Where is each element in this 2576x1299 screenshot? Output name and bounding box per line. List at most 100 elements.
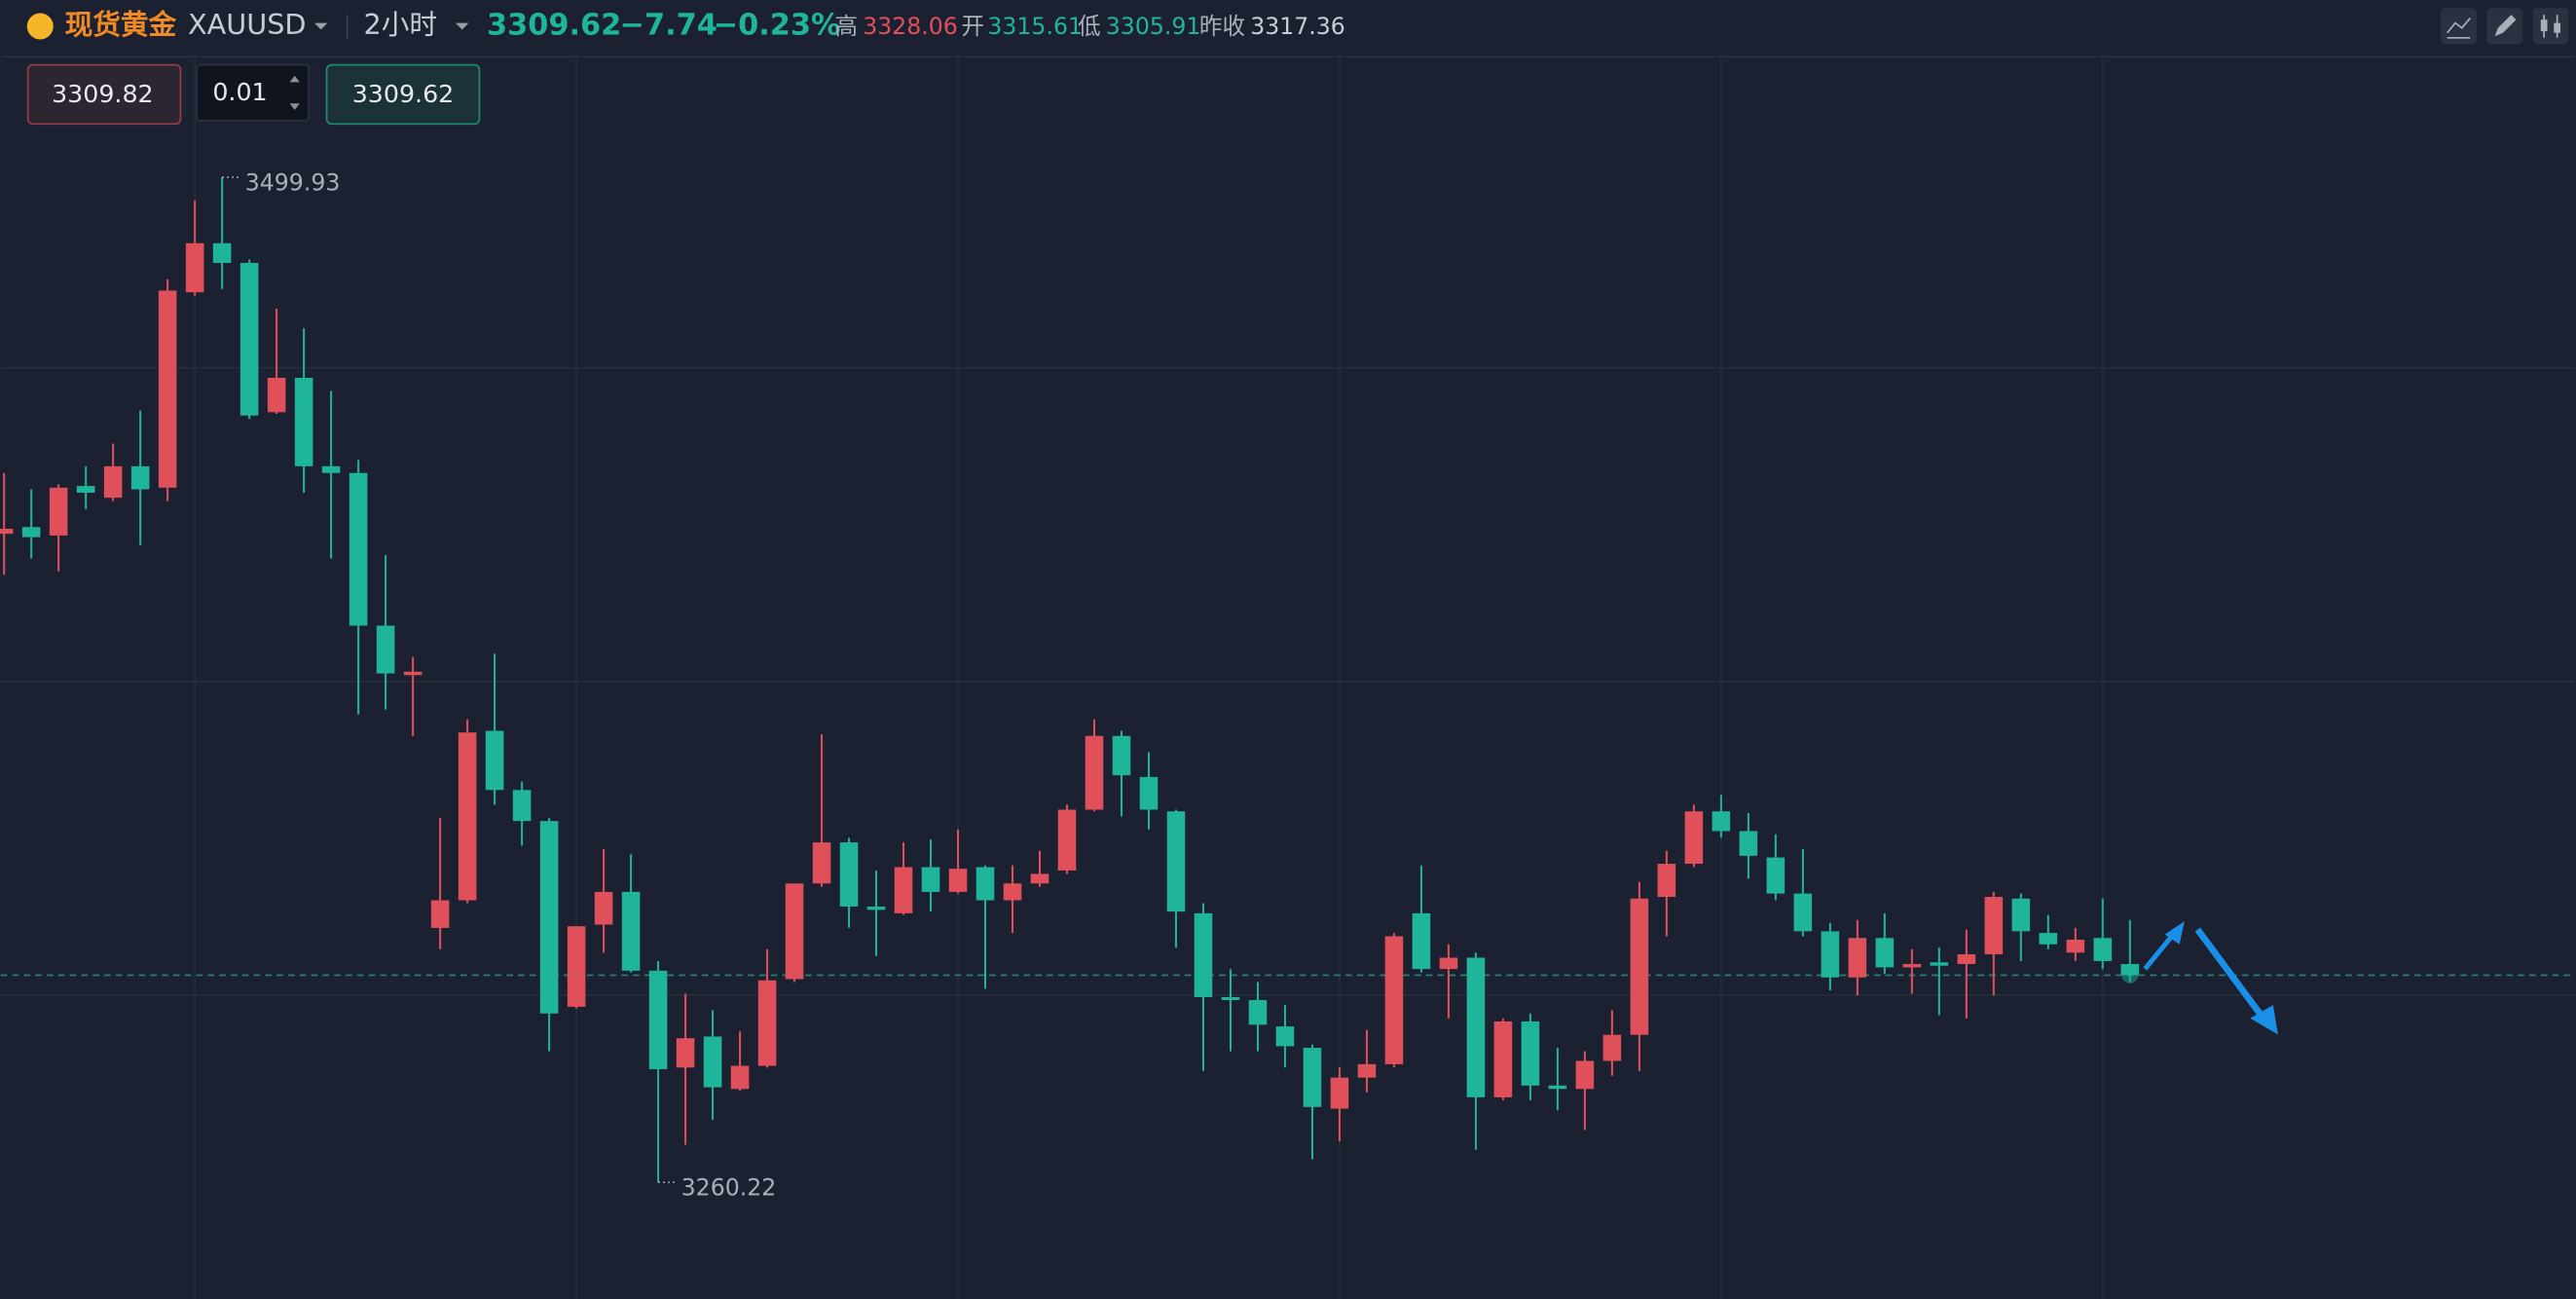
candle-body: [21, 527, 41, 538]
icon: [2447, 18, 2471, 39]
candle-body: [349, 472, 368, 626]
candle-body: [1221, 996, 1240, 1000]
icon: [2554, 22, 2561, 33]
candle-body: [267, 377, 286, 413]
prev-close-label: 昨收: [1199, 13, 1245, 40]
candle-body: [1630, 898, 1649, 1035]
candle-body: [1248, 999, 1268, 1025]
instrument-name[interactable]: 现货黄金: [65, 8, 177, 41]
candle-body: [594, 891, 613, 925]
candle-body: [103, 465, 123, 499]
candle-body: [1493, 1021, 1513, 1097]
candle-body: [1602, 1034, 1622, 1061]
lots: 0.01: [212, 78, 267, 106]
candle-body: [458, 732, 477, 901]
arrow-down: [2194, 927, 2266, 1021]
low-label: 低: [1078, 13, 1101, 40]
candle-body: [49, 487, 68, 536]
icon: [2494, 15, 2517, 37]
candle-body: [1821, 931, 1840, 978]
candle-body: [430, 900, 450, 928]
candle-body: [0, 529, 14, 535]
chart-type-button[interactable]: [2532, 8, 2569, 45]
candle-body: [1957, 954, 1976, 964]
prev-close-value: 3317.36: [1250, 13, 1345, 40]
candle-body: [130, 465, 150, 490]
candle-body: [239, 263, 259, 416]
candle-body: [866, 906, 886, 910]
high-label: 高: [835, 13, 859, 40]
candle-body: [2039, 933, 2058, 945]
candle-body: [1848, 938, 1867, 978]
candle-body: [1384, 936, 1404, 1064]
sell-price: 3309.82: [52, 80, 154, 108]
candle-body: [1003, 883, 1022, 901]
current-price-glow: [2121, 967, 2139, 984]
candle-body: [185, 242, 204, 293]
candle-body: [1984, 897, 2004, 955]
arrow-head: [2164, 921, 2185, 945]
candle-body: [948, 869, 968, 892]
candle-body: [158, 290, 177, 488]
caret: [455, 22, 469, 30]
candle-body: [1412, 912, 1431, 970]
icon: [2540, 19, 2548, 32]
candle-body: [2066, 939, 2085, 953]
buy-price: 3309.62: [352, 80, 455, 108]
candle-body: [1275, 1026, 1295, 1047]
sell-button[interactable]: [26, 63, 182, 126]
gold-icon: [26, 13, 54, 40]
arrow-head: [2250, 1005, 2278, 1035]
change: −7.74: [620, 8, 718, 42]
price: 3309.62: [487, 8, 621, 42]
candle-body: [2011, 898, 2031, 932]
candle-body: [1030, 873, 1049, 884]
change-pct: −0.23%: [714, 8, 841, 42]
candle-body: [621, 891, 641, 971]
candle-body: [376, 625, 395, 674]
candle-body: [1057, 809, 1077, 871]
candle-body: [1357, 1063, 1377, 1078]
candle-body: [1112, 735, 1131, 776]
candle-body: [757, 980, 777, 1066]
candle-body: [730, 1065, 750, 1090]
buy-button[interactable]: [325, 63, 481, 126]
candle-body: [76, 486, 95, 493]
candle-body: [839, 842, 859, 907]
candle-body: [1684, 811, 1704, 865]
candle-body: [485, 730, 504, 791]
candle-body: [294, 377, 313, 466]
candle-body: [648, 970, 668, 1070]
open-label: 开: [961, 13, 984, 40]
candle-body: [2120, 963, 2140, 976]
candle-body: [1330, 1077, 1349, 1109]
candle-body: [212, 242, 232, 264]
candle-body: [512, 790, 532, 822]
candle-body: [1711, 811, 1731, 832]
low-value: 3305.91: [1106, 13, 1201, 40]
candle-body: [403, 671, 423, 676]
candle-body: [1303, 1048, 1322, 1107]
candle-body: [1875, 938, 1895, 968]
candle-body: [785, 883, 804, 980]
open-value: 3315.61: [987, 13, 1083, 40]
candle-body: [1139, 776, 1159, 810]
candle-body: [1085, 735, 1104, 810]
candle-body: [812, 842, 831, 884]
symbol[interactable]: XAUUSD: [188, 8, 306, 41]
candle-body: [1439, 957, 1458, 970]
candle-body: [321, 465, 341, 473]
candle-body: [1166, 811, 1186, 912]
candle-body: [676, 1038, 695, 1068]
candles: 3499.93 3260.22: [0, 168, 2576, 1201]
candle-body: [921, 867, 940, 892]
period[interactable]: 2小时: [364, 8, 438, 41]
candle-body: [1575, 1060, 1595, 1090]
min-label: 3260.22: [681, 1173, 777, 1201]
candle-body: [975, 867, 995, 901]
lots-input[interactable]: [196, 63, 310, 122]
candle-body: [2093, 938, 2113, 961]
candle-body: [1930, 962, 1949, 966]
